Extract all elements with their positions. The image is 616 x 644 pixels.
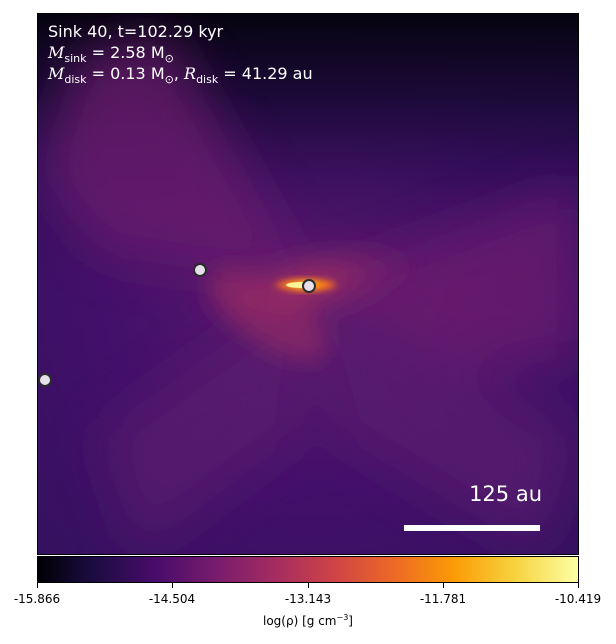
mdisk-value: = 0.13 M	[86, 64, 165, 83]
rdisk-value: = 41.29 au	[218, 64, 313, 83]
mdisk-unit-subscript: ⊙	[164, 73, 174, 87]
separator: ,	[173, 64, 185, 83]
rdisk-subscript: disk	[196, 73, 219, 87]
title-text: Sink 40, t=102.29 kyr	[48, 22, 224, 41]
disk-line: Mdisk = 0.13 M⊙, Rdisk = 41.29 au	[48, 64, 313, 90]
mdisk-subscript: disk	[64, 73, 87, 87]
mdisk-symbol: M	[48, 64, 65, 83]
colorbar-label-exponent: −3	[336, 613, 349, 622]
msink-symbol: M	[48, 43, 65, 62]
sink-particle	[193, 263, 207, 277]
central-sink-particle	[302, 279, 316, 293]
scalebar-label: 125 au	[469, 482, 542, 506]
colorbar-tick	[37, 583, 38, 588]
msink-subscript: sink	[64, 52, 87, 66]
colorbar-tick	[172, 583, 173, 588]
sink-title: Sink 40, t=102.29 kyr	[48, 22, 223, 42]
colorbar-tick-label: -15.866	[13, 592, 61, 606]
colorbar-tick-label: -14.504	[148, 592, 196, 606]
sink-particle	[38, 373, 52, 387]
density-map: Sink 40, t=102.29 kyr Msink = 2.58 M⊙ Md…	[37, 13, 579, 555]
colorbar-tick	[308, 583, 309, 588]
colorbar-tick-label: -10.419	[554, 592, 602, 606]
colorbar-label: log(ρ) [g cm−3]	[263, 613, 353, 628]
rdisk-symbol: R	[184, 64, 197, 83]
scalebar	[404, 525, 540, 531]
msink-value: = 2.58 M	[86, 43, 165, 62]
colorbar-tick-label: -13.143	[284, 592, 332, 606]
colorbar-tick	[443, 583, 444, 588]
colorbar-label-main: log(ρ) [g cm	[263, 614, 337, 628]
colorbar-tick	[578, 583, 579, 588]
colorbar-tick-label: -11.781	[419, 592, 467, 606]
colorbar	[37, 556, 579, 583]
colorbar-label-close: ]	[348, 614, 353, 628]
sink-mass-line: Msink = 2.58 M⊙	[48, 43, 174, 69]
msink-unit-subscript: ⊙	[164, 52, 174, 66]
